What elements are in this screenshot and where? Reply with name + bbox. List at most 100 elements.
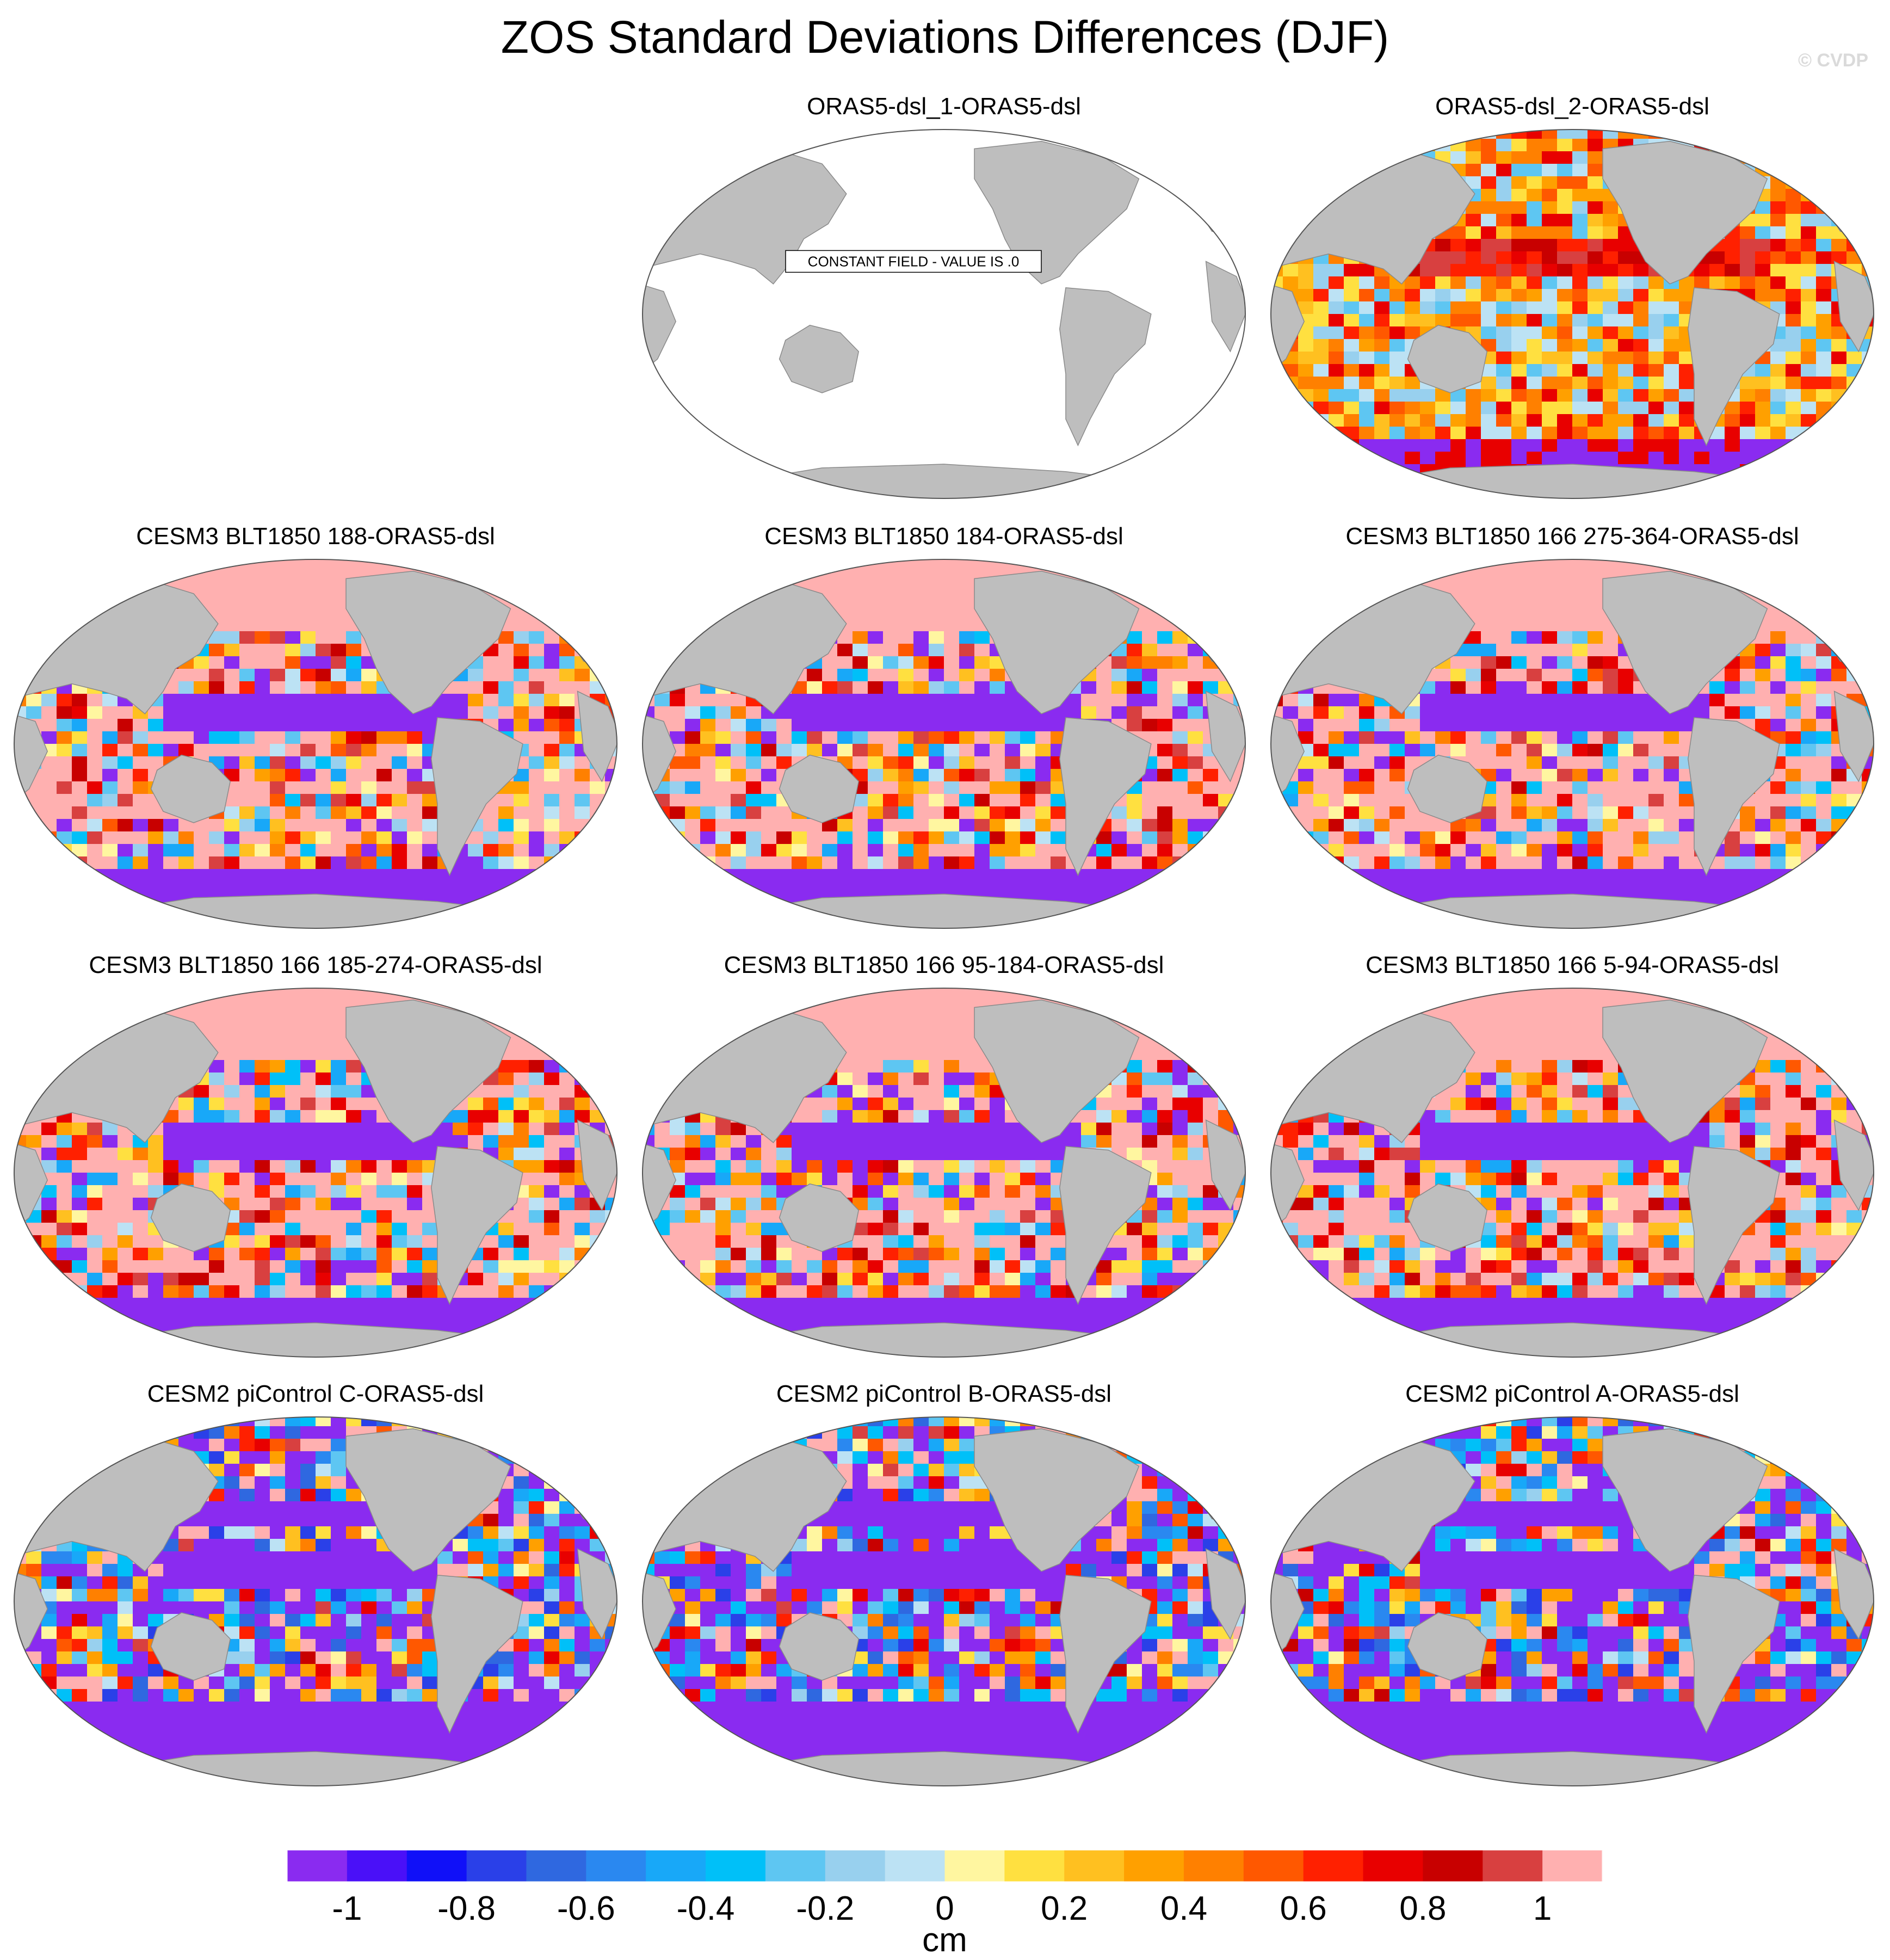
land-mass bbox=[577, 1548, 617, 1640]
map-outline bbox=[642, 1416, 1246, 1786]
colorbar-swatch bbox=[885, 1850, 946, 1882]
land-mass bbox=[1602, 570, 1768, 714]
map-panel: CESM2 piControl A-ORAS5-dsl bbox=[1265, 1380, 1880, 1789]
land-mass bbox=[1833, 261, 1874, 353]
land-mass bbox=[1833, 1548, 1874, 1640]
colorbar-tick-label: -0.4 bbox=[677, 1890, 735, 1927]
land-mass bbox=[1407, 754, 1488, 823]
map bbox=[14, 988, 617, 1358]
colorbar-swatch bbox=[1183, 1850, 1244, 1882]
land-mass bbox=[1205, 1119, 1245, 1211]
colorbar-tick-label: -0.2 bbox=[796, 1890, 854, 1927]
colorbar-swatch bbox=[406, 1850, 467, 1882]
land-mass bbox=[1205, 691, 1245, 782]
map-outline bbox=[14, 559, 617, 929]
watermark: © CVDP bbox=[1798, 50, 1868, 71]
land-mass bbox=[1205, 261, 1245, 353]
panel-title: CESM2 piControl C-ORAS5-dsl bbox=[147, 1380, 484, 1407]
map-outline bbox=[1270, 1416, 1874, 1786]
colorbar-swatch bbox=[466, 1850, 527, 1882]
land-mass bbox=[779, 1612, 860, 1681]
land-mass bbox=[431, 1145, 523, 1305]
land-mass bbox=[1059, 1145, 1152, 1305]
colorbar-tick-label: 1 bbox=[1533, 1890, 1552, 1927]
constant-field-box bbox=[785, 250, 1042, 273]
map-panel: CESM3 BLT1850 166 5-94-ORAS5-dsl bbox=[1265, 951, 1880, 1360]
land-mass bbox=[345, 999, 511, 1143]
panel-title: CESM3 BLT1850 166 275-364-ORAS5-dsl bbox=[1345, 523, 1799, 550]
land-mass bbox=[1688, 287, 1780, 447]
colorbar-swatch bbox=[1483, 1850, 1543, 1882]
colorbar-swatch bbox=[287, 1850, 348, 1882]
panel-title: CESM2 piControl A-ORAS5-dsl bbox=[1405, 1380, 1739, 1407]
colorbar-tick-label: -0.8 bbox=[437, 1890, 496, 1927]
map bbox=[642, 1416, 1246, 1786]
land-mass bbox=[1407, 324, 1488, 393]
colorbar-tick-label: 0.8 bbox=[1399, 1890, 1446, 1927]
panel-title: CESM3 BLT1850 166 95-184-ORAS5-dsl bbox=[724, 952, 1164, 978]
land-mass bbox=[1407, 1183, 1488, 1252]
land-mass bbox=[431, 717, 523, 877]
colorbar-swatch bbox=[1423, 1850, 1483, 1882]
map-panel: CESM3 BLT1850 184-ORAS5-dsl bbox=[637, 522, 1251, 932]
map bbox=[1270, 988, 1874, 1358]
land-mass bbox=[1833, 691, 1874, 782]
colorbar-swatch bbox=[646, 1850, 706, 1882]
colorbar-swatch bbox=[586, 1850, 646, 1882]
map-outline bbox=[642, 988, 1246, 1358]
map-panel: ORAS5-dsl_1-ORAS5-dsl CONSTANT FIELD - VA… bbox=[637, 93, 1251, 502]
colorbar-swatch bbox=[347, 1850, 407, 1882]
colorbar-swatch bbox=[825, 1850, 886, 1882]
land-mass bbox=[431, 1574, 523, 1734]
map-panel: ORAS5-dsl_2-ORAS5-dsl bbox=[1265, 93, 1880, 502]
colorbar-swatch bbox=[526, 1850, 586, 1882]
land-mass bbox=[150, 1183, 231, 1252]
colorbar-swatch bbox=[1004, 1850, 1065, 1882]
colorbar-swatch bbox=[706, 1850, 766, 1882]
map-outline bbox=[642, 559, 1246, 929]
land-mass bbox=[1059, 287, 1152, 447]
map-panel: CESM2 piControl B-ORAS5-dsl bbox=[637, 1380, 1251, 1789]
land-mass bbox=[345, 570, 511, 714]
land-mass bbox=[1205, 1548, 1245, 1640]
colorbar-swatch bbox=[1542, 1850, 1603, 1882]
colorbar-swatch bbox=[1363, 1850, 1424, 1882]
map-outline bbox=[1270, 559, 1874, 929]
land-mass bbox=[1688, 1145, 1780, 1305]
map bbox=[1270, 559, 1874, 929]
figure-title: ZOS Standard Deviations Differences (DJF… bbox=[501, 11, 1389, 63]
land-mass bbox=[150, 1612, 231, 1681]
map-panel: CESM3 BLT1850 166 185-274-ORAS5-dsl bbox=[8, 951, 623, 1360]
panel-title: CESM3 BLT1850 166 185-274-ORAS5-dsl bbox=[89, 952, 542, 978]
land-mass bbox=[974, 570, 1140, 714]
map-outline bbox=[14, 1416, 617, 1786]
panel-title: CESM2 piControl B-ORAS5-dsl bbox=[776, 1380, 1112, 1407]
colorbar-swatch bbox=[944, 1850, 1005, 1882]
land-mass bbox=[1602, 1428, 1768, 1572]
map bbox=[642, 988, 1246, 1358]
land-mass bbox=[1688, 1574, 1780, 1734]
map-outline bbox=[1270, 129, 1874, 499]
map bbox=[1270, 129, 1874, 499]
panel-title: CESM3 BLT1850 184-ORAS5-dsl bbox=[764, 523, 1123, 550]
map: CONSTANT FIELD - VALUE IS .0 bbox=[642, 129, 1246, 499]
colorbar-swatch bbox=[1124, 1850, 1184, 1882]
land-mass bbox=[1833, 1119, 1874, 1211]
map-panel: CESM2 piControl C-ORAS5-dsl bbox=[8, 1380, 623, 1789]
panel-title: ORAS5-dsl_2-ORAS5-dsl bbox=[1435, 93, 1709, 120]
land-mass bbox=[779, 754, 860, 823]
panel-title: CESM3 BLT1850 188-ORAS5-dsl bbox=[136, 523, 495, 550]
colorbar-tick-label: 0.6 bbox=[1280, 1890, 1327, 1927]
colorbar-swatch bbox=[1243, 1850, 1304, 1882]
land-mass bbox=[1059, 717, 1152, 877]
colorbar-swatch bbox=[1303, 1850, 1364, 1882]
land-mass bbox=[1602, 999, 1768, 1143]
land-mass bbox=[974, 999, 1140, 1143]
land-mass bbox=[779, 1183, 860, 1252]
land-mass bbox=[577, 691, 617, 782]
colorbar-tick-label: 0 bbox=[935, 1890, 954, 1927]
map-panel: CESM3 BLT1850 188-ORAS5-dsl bbox=[8, 522, 623, 932]
land-mass bbox=[974, 1428, 1140, 1572]
panel-title: ORAS5-dsl_1-ORAS5-dsl bbox=[807, 93, 1081, 120]
